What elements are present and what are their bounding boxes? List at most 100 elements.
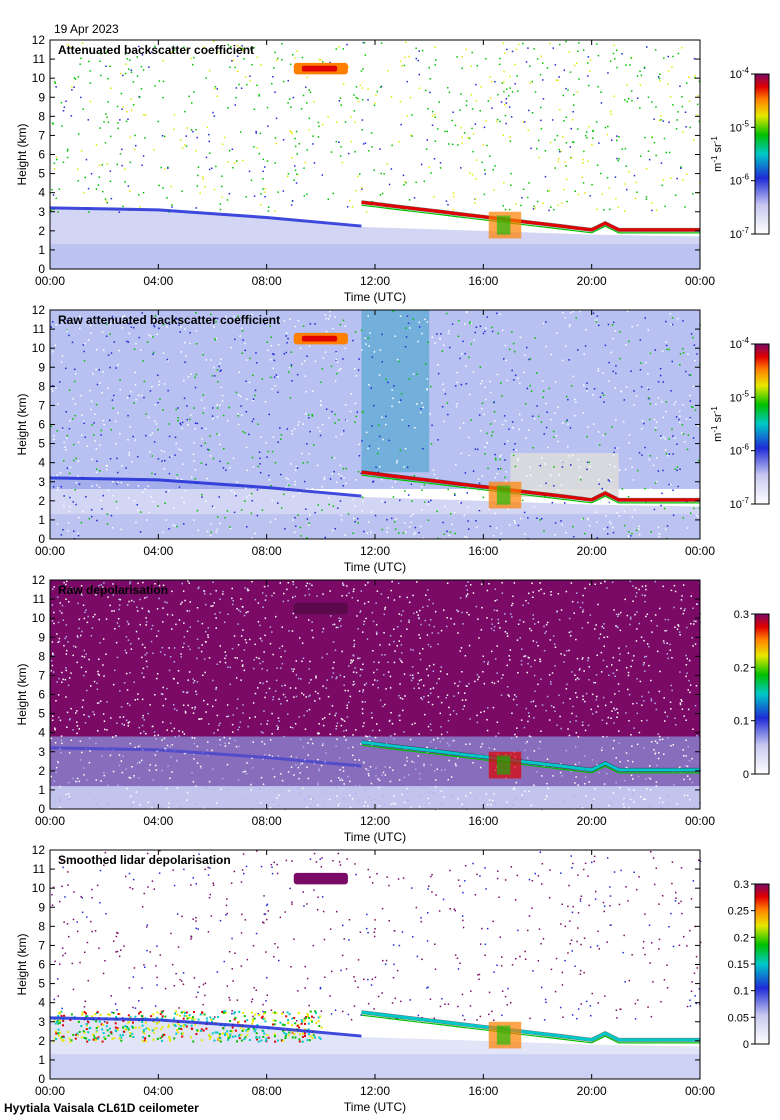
noise-speck <box>189 418 191 421</box>
noise-speck <box>694 995 696 997</box>
noise-speck <box>375 767 377 769</box>
noise-speck <box>587 62 589 64</box>
noise-speck <box>317 121 320 124</box>
noise-speck <box>101 331 104 333</box>
noise-speck <box>128 776 130 779</box>
noise-speck <box>277 391 279 393</box>
noise-speck <box>339 674 342 677</box>
noise-speck <box>152 336 154 338</box>
noise-speck <box>465 596 468 598</box>
noise-speck <box>144 114 147 116</box>
noise-speck <box>476 1019 478 1021</box>
noise-speck <box>121 771 124 774</box>
noise-speck <box>77 532 79 535</box>
noise-speck <box>127 639 130 641</box>
noise-speck <box>184 490 187 492</box>
noise-speck <box>489 76 491 78</box>
noise-speck <box>139 761 141 764</box>
noise-speck <box>126 702 129 705</box>
noise-speck <box>571 867 573 869</box>
noise-speck <box>293 774 295 776</box>
noise-speck <box>136 698 139 701</box>
noise-speck <box>282 139 285 141</box>
noise-speck <box>144 488 146 490</box>
noise-speck <box>198 586 200 589</box>
noise-speck <box>672 744 674 746</box>
noise-speck <box>517 90 519 92</box>
noise-speck <box>311 584 313 587</box>
noise-speck <box>665 452 668 455</box>
noise-speck <box>584 755 586 757</box>
noise-speck <box>122 755 124 757</box>
noise-speck <box>421 49 424 52</box>
noise-speck <box>319 430 321 432</box>
noise-speck <box>177 670 180 672</box>
noise-speck <box>141 698 144 701</box>
noise-speck <box>213 375 216 377</box>
noise-speck <box>671 66 673 68</box>
noise-speck <box>53 438 55 441</box>
noise-speck <box>152 803 155 805</box>
noise-speck <box>603 636 605 639</box>
noise-speck <box>464 655 467 657</box>
noise-speck <box>685 755 687 757</box>
noise-speck <box>325 687 328 689</box>
noise-speck <box>362 143 365 145</box>
noise-speck <box>133 600 135 603</box>
noise-speck <box>391 723 394 725</box>
noise-speck <box>138 336 140 339</box>
y-tick-label: 8 <box>38 109 45 123</box>
noise-speck <box>393 628 395 630</box>
y-tick-label: 4 <box>38 726 45 740</box>
noise-speck <box>546 695 549 698</box>
y-tick-label: 2 <box>38 224 45 238</box>
noise-speck <box>658 536 661 538</box>
noise-speck <box>604 995 606 997</box>
noise-speck <box>367 447 369 450</box>
noise-speck <box>193 56 195 59</box>
noise-speck <box>322 357 325 359</box>
noise-speck <box>261 740 263 743</box>
noise-speck <box>660 1001 662 1003</box>
noise-speck <box>616 139 618 142</box>
noise-speck <box>601 749 603 751</box>
noise-speck <box>532 640 535 642</box>
noise-speck <box>209 534 212 537</box>
noise-speck <box>592 394 594 396</box>
noise-speck <box>164 654 166 656</box>
noise-speck <box>578 761 580 764</box>
noise-speck <box>554 665 556 667</box>
noise-speck <box>234 739 236 742</box>
noise-speck <box>512 595 514 598</box>
noise-speck <box>487 803 489 806</box>
noise-speck <box>142 667 145 670</box>
noise-speck <box>77 602 79 605</box>
noise-speck <box>98 164 101 167</box>
noise-speck <box>480 711 482 714</box>
noise-speck <box>291 157 293 159</box>
noise-speck <box>256 514 259 517</box>
panel-title: Attenuated backscatter coefficient <box>58 43 254 57</box>
noise-speck <box>329 478 332 480</box>
noise-speck <box>682 749 684 751</box>
noise-speck <box>583 937 586 939</box>
noise-speck <box>154 583 156 585</box>
noise-speck <box>120 92 123 95</box>
noise-speck <box>523 726 526 729</box>
noise-speck <box>204 641 207 643</box>
noise-speck <box>357 628 359 630</box>
noise-speck <box>244 500 246 502</box>
noise-speck <box>341 719 344 721</box>
noise-speck <box>448 706 450 709</box>
noise-speck <box>85 609 87 611</box>
noise-speck <box>480 583 483 585</box>
noise-speck <box>332 667 334 669</box>
noise-speck <box>521 197 523 199</box>
noise-speck <box>242 712 244 714</box>
unit-part: -1 <box>710 155 719 163</box>
noise-speck <box>393 795 395 797</box>
noise-speck <box>603 401 605 403</box>
noise-speck <box>329 590 331 592</box>
noise-speck <box>254 716 256 718</box>
noise-speck <box>170 455 173 458</box>
